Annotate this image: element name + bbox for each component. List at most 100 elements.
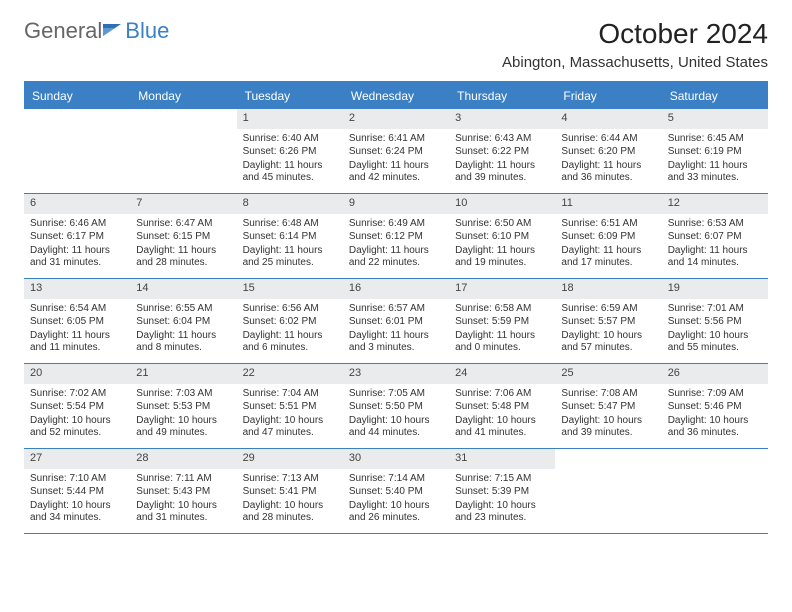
day-cell: 20Sunrise: 7:02 AMSunset: 5:54 PMDayligh…: [24, 364, 130, 448]
day-number: 20: [24, 364, 130, 384]
day-cell: 24Sunrise: 7:06 AMSunset: 5:48 PMDayligh…: [449, 364, 555, 448]
day-cell: 29Sunrise: 7:13 AMSunset: 5:41 PMDayligh…: [237, 449, 343, 533]
day-body: Sunrise: 6:53 AMSunset: 6:07 PMDaylight:…: [662, 214, 768, 277]
week-row: 6Sunrise: 6:46 AMSunset: 6:17 PMDaylight…: [24, 194, 768, 279]
day-body: Sunrise: 7:10 AMSunset: 5:44 PMDaylight:…: [24, 469, 130, 532]
day-cell: 14Sunrise: 6:55 AMSunset: 6:04 PMDayligh…: [130, 279, 236, 363]
weekday-header: Sunday: [24, 83, 130, 109]
day-body: Sunrise: 7:15 AMSunset: 5:39 PMDaylight:…: [449, 469, 555, 532]
day-cell: 15Sunrise: 6:56 AMSunset: 6:02 PMDayligh…: [237, 279, 343, 363]
day-cell: 6Sunrise: 6:46 AMSunset: 6:17 PMDaylight…: [24, 194, 130, 278]
sunrise-label: Sunrise: 6:57 AM: [349, 303, 443, 316]
sunrise-label: Sunrise: 6:51 AM: [561, 218, 655, 231]
sunrise-label: Sunrise: 6:41 AM: [349, 133, 443, 146]
sunset-label: Sunset: 6:24 PM: [349, 146, 443, 159]
sunset-label: Sunset: 5:50 PM: [349, 401, 443, 414]
sunrise-label: Sunrise: 6:54 AM: [30, 303, 124, 316]
sunrise-label: Sunrise: 7:03 AM: [136, 388, 230, 401]
day-cell: 2Sunrise: 6:41 AMSunset: 6:24 PMDaylight…: [343, 109, 449, 193]
day-body: Sunrise: 6:46 AMSunset: 6:17 PMDaylight:…: [24, 214, 130, 277]
sunrise-label: Sunrise: 7:13 AM: [243, 473, 337, 486]
day-cell: 19Sunrise: 7:01 AMSunset: 5:56 PMDayligh…: [662, 279, 768, 363]
day-number: 12: [662, 194, 768, 214]
sunset-label: Sunset: 5:51 PM: [243, 401, 337, 414]
day-body: Sunrise: 6:40 AMSunset: 6:26 PMDaylight:…: [237, 129, 343, 192]
day-cell: 8Sunrise: 6:48 AMSunset: 6:14 PMDaylight…: [237, 194, 343, 278]
sunrise-label: Sunrise: 6:50 AM: [455, 218, 549, 231]
sunrise-label: Sunrise: 6:46 AM: [30, 218, 124, 231]
sunset-label: Sunset: 5:39 PM: [455, 486, 549, 499]
day-cell: 1Sunrise: 6:40 AMSunset: 6:26 PMDaylight…: [237, 109, 343, 193]
day-cell: 3Sunrise: 6:43 AMSunset: 6:22 PMDaylight…: [449, 109, 555, 193]
daylight-label: Daylight: 11 hours and 28 minutes.: [136, 245, 230, 270]
daylight-label: Daylight: 11 hours and 45 minutes.: [243, 160, 337, 185]
daylight-label: Daylight: 11 hours and 42 minutes.: [349, 160, 443, 185]
sunrise-label: Sunrise: 7:06 AM: [455, 388, 549, 401]
daylight-label: Daylight: 10 hours and 41 minutes.: [455, 415, 549, 440]
sunrise-label: Sunrise: 7:04 AM: [243, 388, 337, 401]
day-number: 17: [449, 279, 555, 299]
sunset-label: Sunset: 6:15 PM: [136, 231, 230, 244]
weekday-header: Wednesday: [343, 83, 449, 109]
sunrise-label: Sunrise: 6:44 AM: [561, 133, 655, 146]
daylight-label: Daylight: 11 hours and 17 minutes.: [561, 245, 655, 270]
daylight-label: Daylight: 10 hours and 52 minutes.: [30, 415, 124, 440]
sunset-label: Sunset: 6:10 PM: [455, 231, 549, 244]
daylight-label: Daylight: 10 hours and 26 minutes.: [349, 500, 443, 525]
day-cell: 5Sunrise: 6:45 AMSunset: 6:19 PMDaylight…: [662, 109, 768, 193]
day-cell: 9Sunrise: 6:49 AMSunset: 6:12 PMDaylight…: [343, 194, 449, 278]
daylight-label: Daylight: 10 hours and 34 minutes.: [30, 500, 124, 525]
day-number: 14: [130, 279, 236, 299]
sunrise-label: Sunrise: 6:49 AM: [349, 218, 443, 231]
day-body: Sunrise: 6:58 AMSunset: 5:59 PMDaylight:…: [449, 299, 555, 362]
day-cell: 26Sunrise: 7:09 AMSunset: 5:46 PMDayligh…: [662, 364, 768, 448]
day-number: 26: [662, 364, 768, 384]
day-cell: 22 Sunrise: 7:04 AMSunset: 5:51 PMDayligh…: [237, 364, 343, 448]
day-cell: 17Sunrise: 6:58 AMSunset: 5:59 PMDayligh…: [449, 279, 555, 363]
sunrise-label: Sunrise: 6:43 AM: [455, 133, 549, 146]
day-number: 25: [555, 364, 661, 384]
day-cell: 31Sunrise: 7:15 AMSunset: 5:39 PMDayligh…: [449, 449, 555, 533]
sunset-label: Sunset: 5:56 PM: [668, 316, 762, 329]
day-number: 4: [555, 109, 661, 129]
sunrise-label: Sunrise: 6:55 AM: [136, 303, 230, 316]
sunset-label: Sunset: 6:02 PM: [243, 316, 337, 329]
daylight-label: Daylight: 10 hours and 23 minutes.: [455, 500, 549, 525]
day-body: Sunrise: 7:03 AMSunset: 5:53 PMDaylight:…: [130, 384, 236, 447]
sunrise-label: Sunrise: 7:15 AM: [455, 473, 549, 486]
header: General Blue October 2024 Abington, Mass…: [24, 18, 768, 71]
sunrise-label: Sunrise: 7:11 AM: [136, 473, 230, 486]
sunset-label: Sunset: 6:04 PM: [136, 316, 230, 329]
day-number: 22: [237, 364, 343, 384]
day-body: Sunrise: 6:43 AMSunset: 6:22 PMDaylight:…: [449, 129, 555, 192]
day-number: 10: [449, 194, 555, 214]
daylight-label: Daylight: 11 hours and 36 minutes.: [561, 160, 655, 185]
sunrise-label: Sunrise: 7:02 AM: [30, 388, 124, 401]
title-block: October 2024 Abington, Massachusetts, Un…: [502, 18, 768, 71]
daylight-label: Daylight: 11 hours and 22 minutes.: [349, 245, 443, 270]
sunset-label: Sunset: 5:40 PM: [349, 486, 443, 499]
daylight-label: Daylight: 11 hours and 3 minutes.: [349, 330, 443, 355]
day-number: 30: [343, 449, 449, 469]
day-cell: 7Sunrise: 6:47 AMSunset: 6:15 PMDaylight…: [130, 194, 236, 278]
sunrise-label: Sunrise: 6:59 AM: [561, 303, 655, 316]
week-row: 20Sunrise: 7:02 AMSunset: 5:54 PMDayligh…: [24, 364, 768, 449]
day-body: Sunrise: 6:54 AMSunset: 6:05 PMDaylight:…: [24, 299, 130, 362]
sunset-label: Sunset: 6:05 PM: [30, 316, 124, 329]
day-number: 21: [130, 364, 236, 384]
sunset-label: Sunset: 6:17 PM: [30, 231, 124, 244]
day-cell: 25Sunrise: 7:08 AMSunset: 5:47 PMDayligh…: [555, 364, 661, 448]
day-body: Sunrise: 6:49 AMSunset: 6:12 PMDaylight:…: [343, 214, 449, 277]
day-number: 19: [662, 279, 768, 299]
weekday-header: Monday: [130, 83, 236, 109]
day-cell: 30 Sunrise: 7:14 AMSunset: 5:40 PMDayligh…: [343, 449, 449, 533]
daylight-label: Daylight: 11 hours and 19 minutes.: [455, 245, 549, 270]
sunrise-label: Sunrise: 7:14 AM: [349, 473, 443, 486]
day-body: Sunrise: 7:08 AMSunset: 5:47 PMDaylight:…: [555, 384, 661, 447]
flag-icon: [103, 18, 123, 44]
day-number: 16: [343, 279, 449, 299]
brand-part1: General: [24, 18, 102, 44]
calendar: Sunday Monday Tuesday Wednesday Thursday…: [24, 81, 768, 534]
daylight-label: Daylight: 10 hours and 47 minutes.: [243, 415, 337, 440]
weeks-container: 1Sunrise: 6:40 AMSunset: 6:26 PMDaylight…: [24, 109, 768, 534]
